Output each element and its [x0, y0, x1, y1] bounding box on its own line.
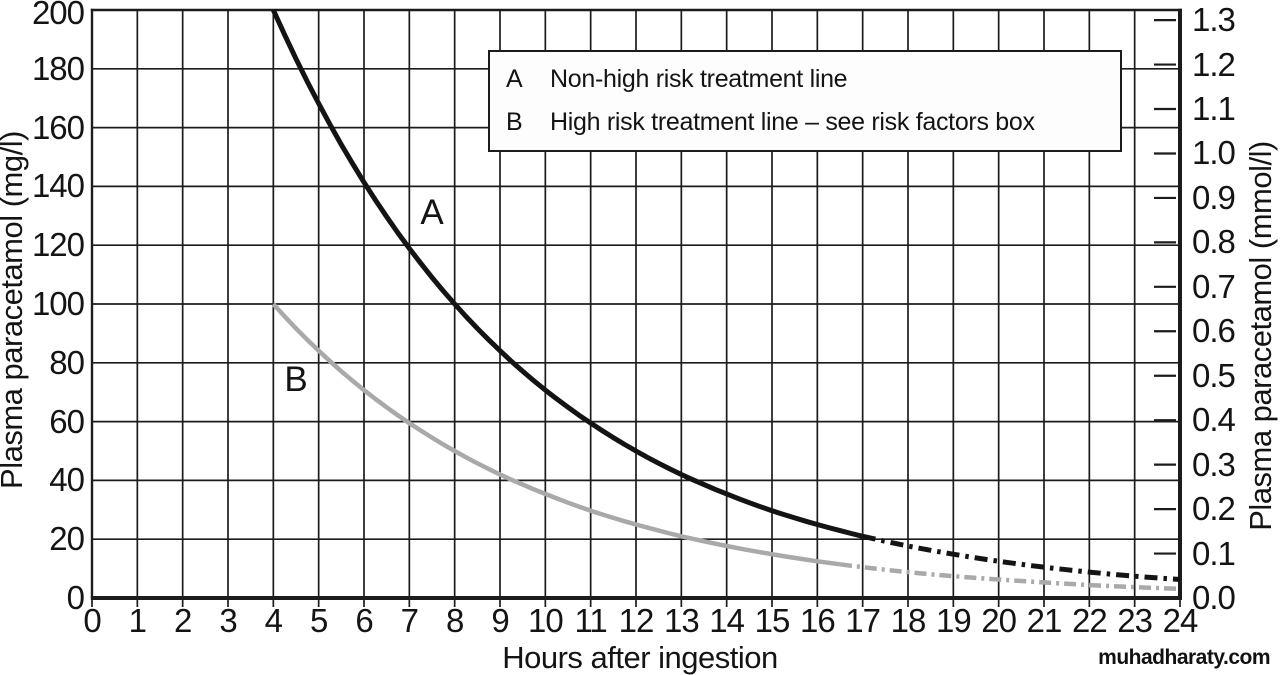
- legend-label-b: High risk treatment line – see risk fact…: [550, 107, 1035, 136]
- legend-key-b: B: [506, 107, 523, 136]
- treatment-line-B-dashed: [839, 562, 1181, 592]
- legend-key-a: A: [506, 65, 523, 94]
- watermark: muhadharaty.com: [1098, 646, 1270, 669]
- legend-box: A Non-high risk treatment line B High ri…: [488, 50, 1122, 152]
- legend-row-b: B High risk treatment line – see risk fa…: [506, 108, 1120, 137]
- x-axis-title: Hours after ingestion: [502, 640, 778, 675]
- treatment-line-A-dashed: [862, 533, 1181, 582]
- legend-row-a: A Non-high risk treatment line: [506, 65, 1120, 94]
- y-axis-title-left: Plasma paracetamol (mg/l): [0, 131, 29, 489]
- treatment-line-B-solid: [271, 302, 841, 567]
- legend-label-a: Non-high risk treatment line: [550, 65, 848, 94]
- y-axis-title-right: Plasma paracetamol (mmol/l): [1243, 141, 1278, 531]
- treatment-line-A-solid: [271, 8, 864, 539]
